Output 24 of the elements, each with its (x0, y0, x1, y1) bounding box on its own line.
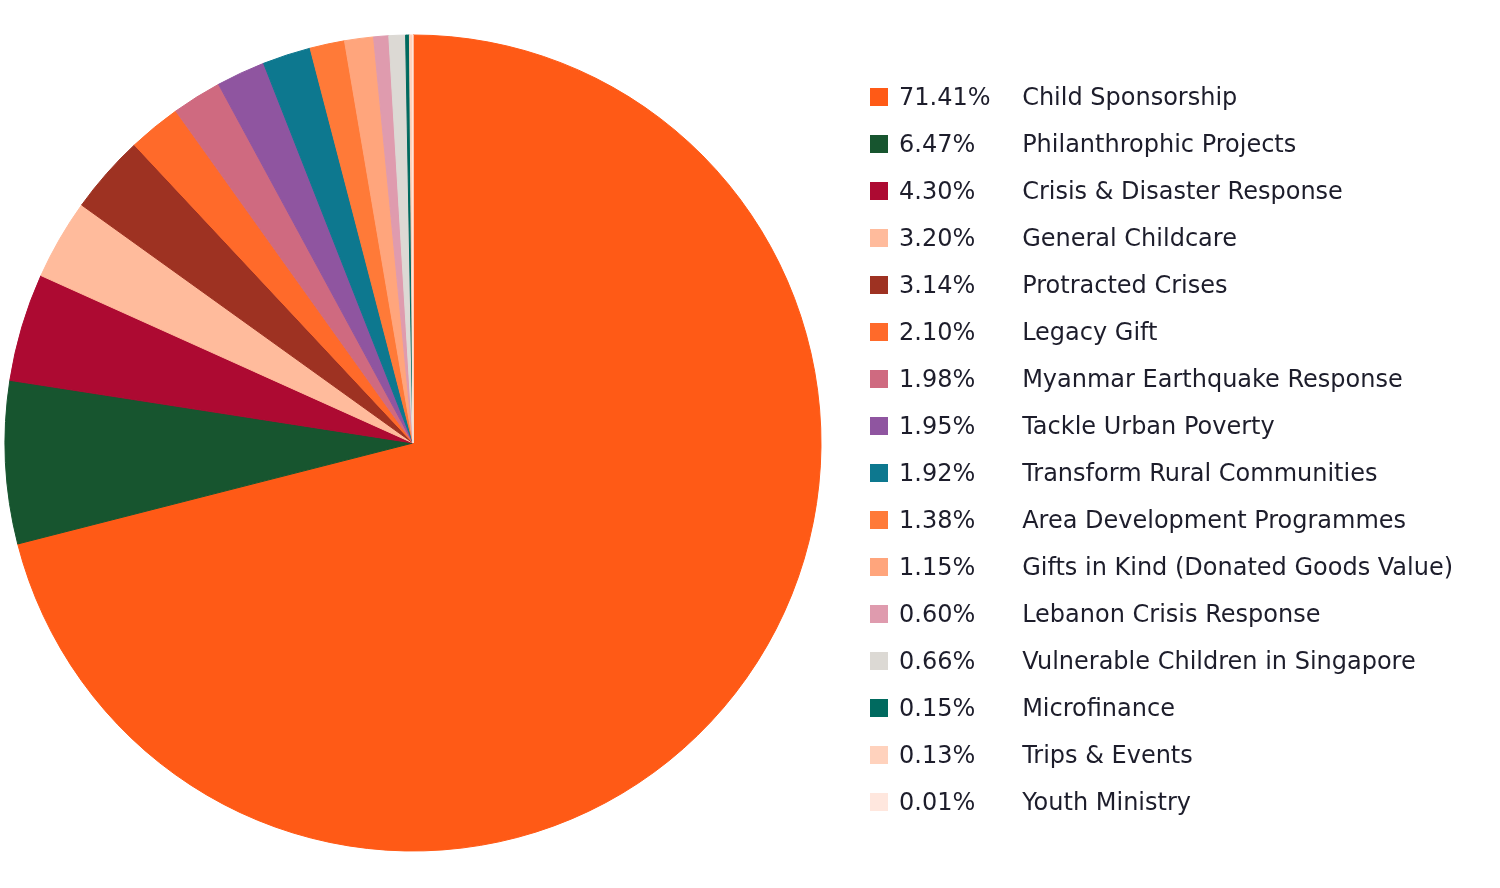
legend-label: 3.14% Protracted Crises (899, 271, 1228, 300)
legend-label: 1.95% Tackle Urban Poverty (899, 412, 1275, 441)
legend-label: 6.47% Philanthrophic Projects (899, 130, 1297, 159)
legend-label: 1.38% Area Development Programmes (899, 506, 1407, 535)
pie-slice (40, 204, 414, 444)
pie-slice (4, 379, 414, 545)
pie-slice (9, 275, 414, 444)
pie-slice (175, 83, 414, 444)
legend-label: 0.15% Microfinance (899, 694, 1175, 723)
pie-slice (263, 47, 414, 444)
legend-label: 0.01% Youth Ministry (899, 788, 1191, 817)
pie-slice (17, 34, 822, 852)
pie-slice (218, 62, 414, 444)
legend-label: 2.10% Legacy Gift (899, 318, 1158, 347)
legend-label: 1.92% Transform Rural Communities (899, 459, 1378, 488)
pie-slice (81, 144, 414, 444)
legend-label: 4.30% Crisis & Disaster Response (899, 177, 1343, 206)
legend-label: 0.13% Trips & Events (899, 741, 1193, 770)
legend-label: 1.15% Gifts in Kind (Donated Goods Value) (899, 553, 1454, 582)
legend-label: 3.20% General Childcare (899, 224, 1237, 253)
legend-label: 0.60% Lebanon Crisis Response (899, 600, 1321, 629)
legend-label: 0.66% Vulnerable Children in Singapore (899, 647, 1416, 676)
legend-label: 1.98% Myanmar Earthquake Response (899, 365, 1403, 394)
legend-label: 71.41% Child Sponsorship (899, 83, 1238, 112)
